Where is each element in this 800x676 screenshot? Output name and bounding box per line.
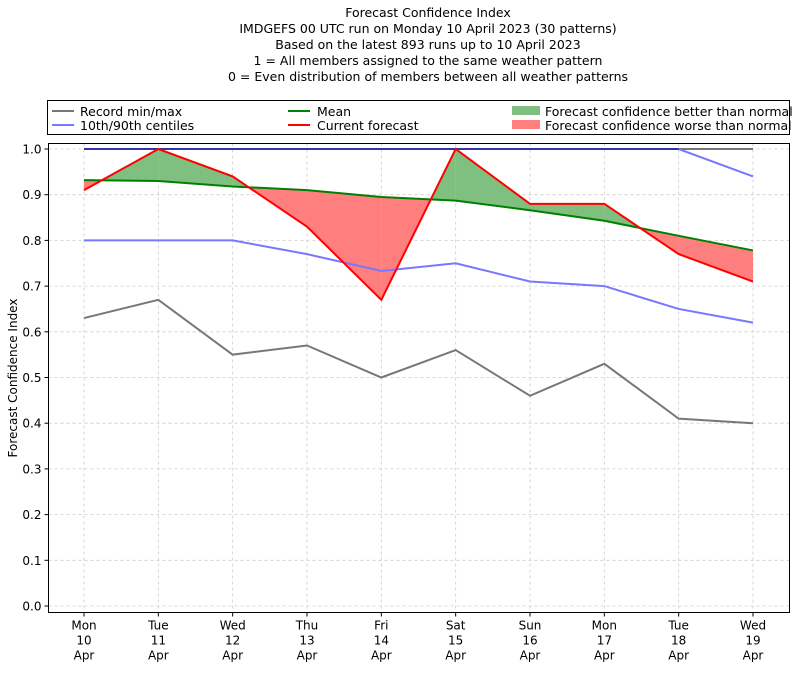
x-tick-label: Apr	[520, 649, 541, 663]
y-tick-label: 0.9	[22, 188, 41, 202]
y-tick-label: 0.1	[22, 554, 41, 568]
x-tick-label: Apr	[668, 649, 689, 663]
y-tick-label: 0.4	[22, 417, 41, 431]
title-line-3: Based on the latest 893 runs up to 10 Ap…	[275, 37, 580, 52]
legend-item-mean: Mean	[288, 104, 351, 119]
series-lines	[83, 147, 754, 425]
title-line-2: IMDGEFS 00 UTC run on Monday 10 April 20…	[239, 21, 616, 36]
y-tick-label: 0.8	[22, 234, 41, 248]
x-tick-label: 11	[151, 634, 166, 648]
legend-swatch-worse	[512, 120, 540, 129]
fill-worse-than-normal	[307, 190, 382, 300]
line-10th-centile	[84, 239, 754, 324]
x-tick-label: Apr	[148, 649, 169, 663]
legend-item-better: Forecast confidence better than normal	[512, 104, 793, 119]
legend-label-mean: Mean	[317, 104, 351, 119]
y-tick-label: 0.7	[22, 280, 41, 294]
x-axis-ticks: Mon10AprTue11AprWed12AprThu13AprFri14Apr…	[71, 612, 766, 663]
x-tick-label: Apr	[445, 649, 466, 663]
legend-label-better: Forecast confidence better than normal	[545, 104, 793, 119]
x-tick-label: 15	[448, 634, 463, 648]
legend-item-centiles: 10th/90th centiles	[52, 118, 194, 133]
y-axis-label: Forecast Confidence Index	[6, 299, 20, 458]
x-tick-label: Sun	[519, 619, 542, 633]
x-tick-label: 12	[225, 634, 240, 648]
legend: Record min/max 10th/90th centiles Mean C…	[47, 100, 793, 135]
legend-item-worse: Forecast confidence worse than normal	[512, 118, 792, 133]
title-line-5: 0 = Even distribution of members between…	[228, 69, 628, 84]
y-tick-label: 0.2	[22, 508, 41, 522]
y-tick-label: 1.0	[22, 143, 41, 157]
x-tick-label: Mon	[71, 619, 96, 633]
x-tick-label: Apr	[74, 649, 95, 663]
x-tick-label: Apr	[594, 649, 615, 663]
fill-better-than-normal	[530, 203, 605, 221]
y-axis-ticks: 0.0 0.1 0.2 0.3 0.4 0.5 0.6 0.7 0.8 0.9 1.0	[22, 143, 49, 614]
y-tick-label: 0.3	[22, 462, 41, 476]
x-tick-label: 14	[374, 634, 389, 648]
x-tick-label: 17	[597, 634, 612, 648]
legend-item-current: Current forecast	[288, 118, 419, 133]
x-tick-label: 16	[522, 634, 537, 648]
legend-label-centiles: 10th/90th centiles	[80, 118, 194, 133]
x-tick-label: Thu	[295, 619, 319, 633]
x-tick-label: Tue	[667, 619, 689, 633]
y-tick-label: 0.0	[22, 600, 41, 614]
x-tick-label: Wed	[220, 619, 246, 633]
legend-box	[47, 100, 790, 135]
chart-title: Forecast Confidence Index IMDGEFS 00 UTC…	[228, 5, 628, 84]
line-record-min	[83, 298, 754, 425]
legend-label-record: Record min/max	[80, 104, 182, 119]
legend-label-current: Current forecast	[317, 118, 419, 133]
plot-frame	[48, 143, 790, 613]
y-tick-label: 0.5	[22, 371, 41, 385]
y-tick-label: 0.6	[22, 325, 41, 339]
legend-label-worse: Forecast confidence worse than normal	[545, 118, 792, 133]
x-tick-label: 18	[671, 634, 686, 648]
x-tick-label: Apr	[371, 649, 392, 663]
x-tick-label: Mon	[592, 619, 617, 633]
fill-better-than-normal	[158, 149, 233, 187]
line-current-forecast	[83, 147, 754, 302]
x-tick-label: 19	[745, 634, 760, 648]
legend-item-record-minmax: Record min/max	[52, 104, 182, 119]
fill-better-than-normal	[455, 149, 530, 211]
x-tick-label: 13	[299, 634, 314, 648]
x-tick-label: Apr	[222, 649, 243, 663]
x-tick-label: Apr	[743, 649, 764, 663]
x-tick-label: 10	[76, 634, 91, 648]
x-tick-label: Wed	[740, 619, 766, 633]
x-tick-label: Sat	[446, 619, 466, 633]
x-tick-label: Fri	[374, 619, 388, 633]
x-tick-label: Apr	[297, 649, 318, 663]
title-line-1: Forecast Confidence Index	[345, 5, 511, 20]
legend-swatch-better	[512, 106, 540, 115]
x-tick-label: Tue	[147, 619, 169, 633]
title-line-4: 1 = All members assigned to the same wea…	[254, 53, 603, 68]
